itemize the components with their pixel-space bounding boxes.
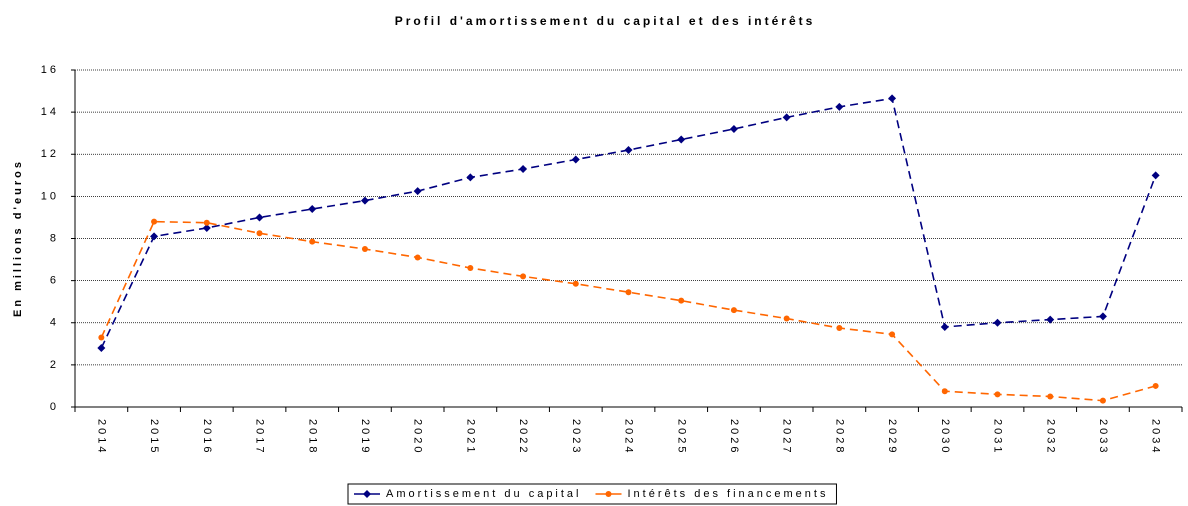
x-tick-label: 2024 <box>623 419 635 455</box>
data-point <box>783 315 790 322</box>
data-point <box>782 113 791 122</box>
x-tick-label: 2026 <box>728 419 740 455</box>
y-tick-label: 12 <box>41 148 59 160</box>
x-tick-label: 2032 <box>1044 419 1056 455</box>
data-point <box>1151 171 1160 180</box>
data-point <box>571 155 580 164</box>
y-tick-label: 0 <box>50 401 59 413</box>
x-tick-label: 2019 <box>359 419 371 455</box>
data-point <box>1047 393 1054 400</box>
x-tick-label: 2020 <box>412 419 424 455</box>
data-point <box>309 238 316 245</box>
data-point <box>678 297 685 304</box>
chart-title: Profil d'amortissement du capital et des… <box>395 14 816 28</box>
x-tick-label: 2017 <box>254 419 266 455</box>
data-point <box>677 135 686 144</box>
data-point <box>98 334 105 341</box>
y-axis-label: En millions d'euros <box>12 159 24 317</box>
data-point <box>363 490 371 498</box>
data-point <box>1098 312 1107 321</box>
legend-label: Intérêts des financements <box>628 488 829 500</box>
x-tick-label: 2030 <box>939 419 951 455</box>
x-tick-label: 2028 <box>833 419 845 455</box>
data-point <box>625 289 632 296</box>
data-point <box>605 491 612 497</box>
series-line <box>100 97 1157 349</box>
data-point <box>993 318 1002 327</box>
data-point <box>467 264 474 271</box>
y-tick-label: 10 <box>41 190 59 202</box>
data-point <box>994 391 1001 398</box>
x-tick-label: 2018 <box>306 419 318 455</box>
data-point <box>519 164 528 173</box>
y-tick-label: 4 <box>50 317 59 329</box>
data-point <box>361 246 368 253</box>
y-tick-label: 8 <box>50 232 59 244</box>
y-tick-label: 14 <box>41 106 59 118</box>
x-tick-label: 2022 <box>517 419 529 455</box>
y-tick-label: 2 <box>50 359 59 371</box>
data-point <box>202 223 211 232</box>
data-point <box>730 307 737 314</box>
x-tick-label: 2021 <box>464 419 476 455</box>
data-point <box>414 254 421 261</box>
x-tick-label: 2031 <box>992 419 1004 455</box>
data-point <box>256 230 263 237</box>
legend-label: Amortissement du capital <box>386 488 582 500</box>
data-point <box>203 219 210 226</box>
data-point <box>1152 382 1159 389</box>
data-point <box>150 232 159 241</box>
data-point <box>1046 315 1055 324</box>
data-point <box>889 331 896 338</box>
x-tick-label: 2029 <box>886 419 898 455</box>
data-point <box>466 173 475 182</box>
x-tick-label: 2025 <box>675 419 687 455</box>
x-tick-label: 2033 <box>1097 419 1109 455</box>
x-tick-label: 2015 <box>148 419 160 455</box>
data-point <box>624 146 633 155</box>
legend: Amortissement du capital Intérêts des fin… <box>347 483 837 505</box>
data-point <box>836 325 843 332</box>
data-point <box>520 273 527 280</box>
data-point <box>308 205 317 214</box>
x-tick-label: 2027 <box>781 419 793 455</box>
y-tick-label: 16 <box>41 64 59 76</box>
data-point <box>151 218 158 225</box>
data-point <box>360 196 369 205</box>
data-point <box>835 102 844 111</box>
series-line <box>100 220 1156 402</box>
data-point <box>572 280 579 287</box>
x-tick-label: 2016 <box>201 419 213 455</box>
data-point <box>888 94 897 103</box>
data-point <box>729 124 738 133</box>
x-tick-label: 2023 <box>570 419 582 455</box>
data-point <box>940 322 949 331</box>
x-tick-label: 2034 <box>1150 419 1162 455</box>
data-point <box>941 388 948 395</box>
data-point <box>255 213 264 222</box>
legend-box <box>347 483 837 505</box>
x-tick-label: 2014 <box>95 419 107 455</box>
y-tick-label: 6 <box>50 275 59 287</box>
data-point <box>1099 397 1106 404</box>
data-point <box>413 187 422 196</box>
data-point <box>97 344 106 353</box>
